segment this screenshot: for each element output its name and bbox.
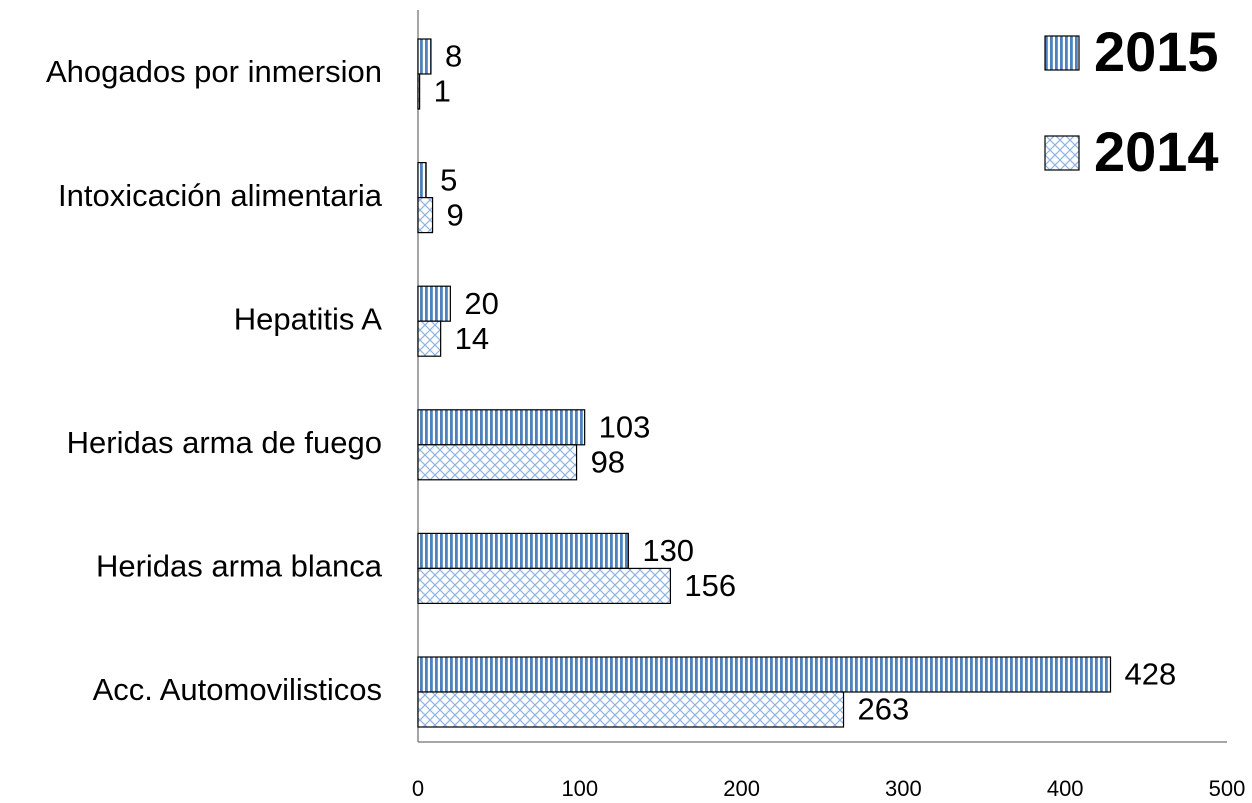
bar [417, 73, 421, 110]
bar [417, 38, 432, 75]
data-label: 156 [684, 568, 736, 603]
data-label: 428 [1125, 657, 1177, 692]
bar [417, 197, 434, 234]
bar [417, 162, 427, 199]
x-tick-label: 500 [1209, 776, 1246, 798]
bar [417, 532, 629, 570]
data-label: 20 [464, 286, 498, 321]
category-label: Hepatitis A [234, 301, 383, 336]
data-label: 5 [440, 162, 457, 197]
legend-label: 2015 [1094, 20, 1219, 83]
legend-swatch [1044, 35, 1080, 71]
x-tick-label: 300 [885, 776, 922, 798]
data-label: 98 [591, 444, 625, 479]
legend-swatch [1044, 135, 1080, 171]
bar [417, 320, 442, 357]
bar [417, 656, 1112, 693]
category-label: Intoxicación alimentaria [58, 178, 383, 213]
x-tick-label: 100 [561, 776, 598, 798]
bar [417, 567, 672, 605]
data-label: 103 [599, 409, 651, 444]
data-label: 1 [434, 74, 451, 109]
data-label: 9 [447, 197, 464, 232]
category-label: Heridas arma blanca [96, 549, 383, 584]
bar [417, 409, 586, 446]
bar [417, 285, 451, 322]
category-label: Ahogados por inmersion [46, 54, 382, 89]
legend-label: 2014 [1094, 120, 1219, 183]
data-label: 263 [858, 692, 910, 727]
data-label: 8 [445, 39, 462, 74]
bar [417, 444, 578, 481]
data-label: 130 [642, 533, 694, 568]
x-tick-label: 0 [412, 776, 424, 798]
category-label: Acc. Automovilisticos [93, 672, 382, 707]
bar [417, 691, 845, 728]
x-tick-label: 400 [1047, 776, 1084, 798]
data-label: 14 [455, 321, 489, 356]
category-label: Heridas arma de fuego [67, 425, 382, 460]
x-tick-label: 200 [723, 776, 760, 798]
